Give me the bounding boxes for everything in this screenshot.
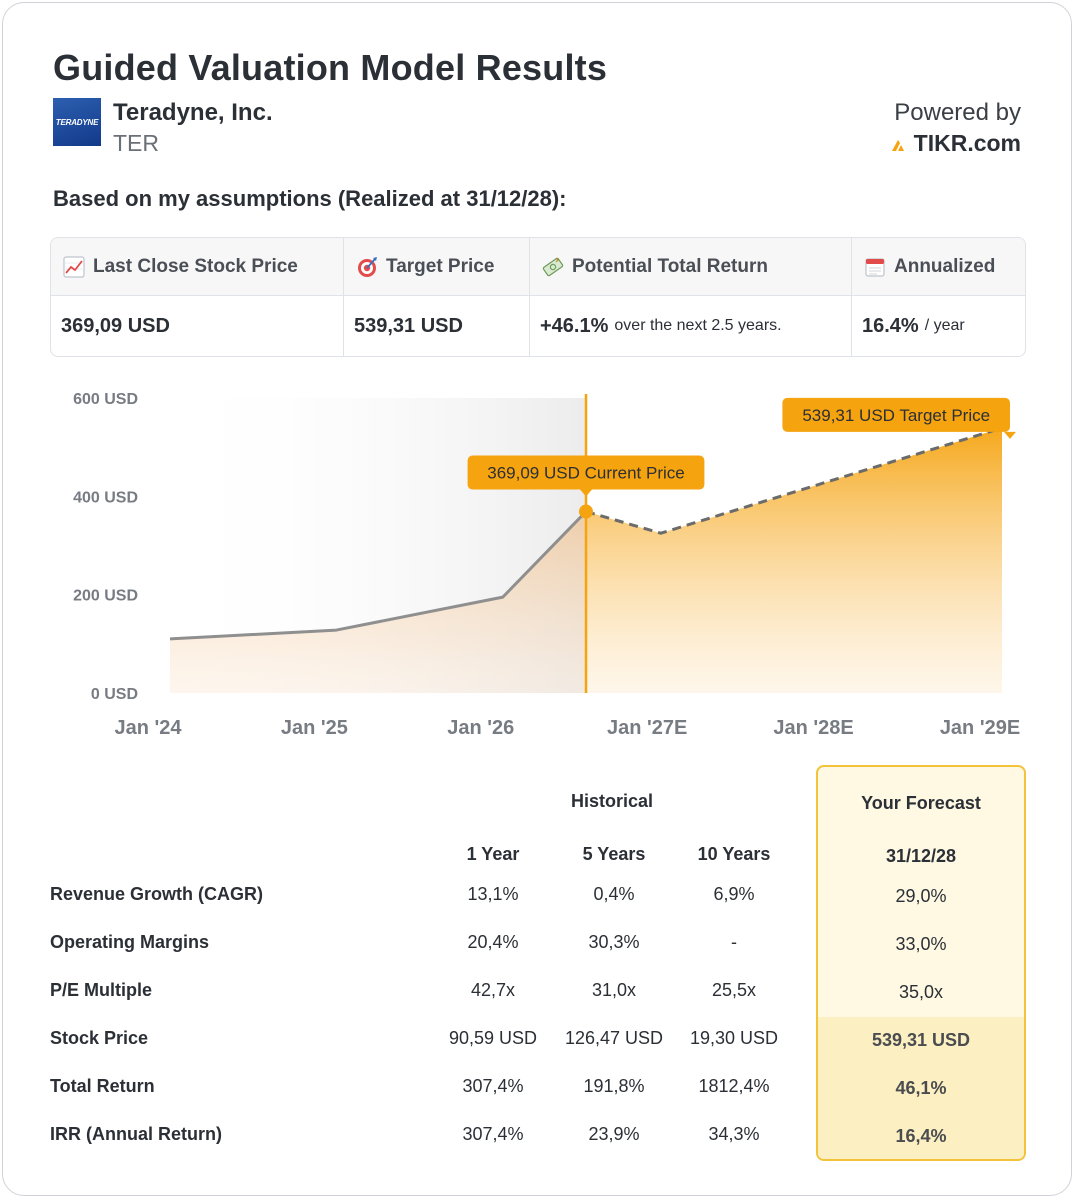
historical-header: Historical	[570, 791, 654, 811]
target-price-callout: 539,31 USD Target Price	[782, 397, 1016, 439]
target-price-callout-box	[782, 397, 1010, 432]
x-tick-label: Jan '29E	[940, 717, 1020, 739]
valuation-chart: 0 USD 200 USD 400 USD 600 USD Jan '24 Jan '2…	[73, 391, 1020, 739]
row-label: Total Return	[50, 1076, 155, 1096]
forecast-line	[585, 426, 1003, 535]
company-logo: TERADYNE	[53, 98, 101, 146]
y-tick-label: 200 USD	[73, 588, 138, 605]
page-title: Guided Valuation Model Results	[53, 47, 608, 88]
company-ticker: TER	[113, 130, 159, 156]
summary-col-annualized: Annualized 16.4% / year	[852, 238, 1025, 356]
last-close-label: Last Close Stock Price	[93, 255, 298, 277]
money-icon	[542, 257, 564, 276]
forecast-header: Your Forecast	[861, 793, 981, 813]
chart-increasing-icon	[63, 255, 85, 278]
table-cell: 307,4%	[462, 1124, 524, 1144]
y-tick-label: 400 USD	[73, 489, 138, 506]
table-cell: 30,3%	[588, 932, 640, 952]
table-cell: 191,8%	[583, 1076, 645, 1096]
summary-header-target: Target Price	[344, 238, 529, 296]
table-cell: -	[731, 932, 737, 952]
table-cell: 23,9%	[588, 1124, 640, 1144]
tikr-logo-icon	[891, 139, 904, 151]
row-label: Operating Margins	[50, 932, 210, 952]
table-cell: 6,9%	[713, 884, 755, 904]
forecast-cell: 29,0%	[895, 886, 947, 906]
forecast-cell: 33,0%	[895, 934, 947, 954]
forecast-cell: 46,1%	[895, 1078, 947, 1098]
row-label: Revenue Growth (CAGR)	[50, 884, 264, 904]
table-cell: 31,0x	[591, 980, 637, 1000]
forecast-date: 31/12/28	[885, 846, 957, 866]
row-label: Stock Price	[50, 1028, 149, 1048]
forecast-column-box	[816, 765, 1026, 1161]
target-label: Target Price	[386, 255, 495, 277]
table-cell: 0,4%	[593, 884, 635, 904]
summary-col-return: Potential Total Return +46.1% over the n…	[530, 238, 852, 356]
current-price-callout: 369,09 USD Current Price	[467, 455, 705, 497]
target-icon	[358, 256, 377, 277]
target-price-callout-pointer	[1004, 431, 1016, 439]
ptr-label: Potential Total Return	[572, 255, 768, 277]
current-price-callout-pointer	[580, 489, 592, 497]
table-cell: 307,4%	[462, 1076, 524, 1096]
table-cell: 34,3%	[708, 1124, 760, 1144]
x-tick-label: Jan '24	[114, 717, 182, 739]
current-price-point	[579, 504, 593, 519]
x-tick-label: Jan '27E	[607, 717, 687, 739]
table-cell: 20,4%	[467, 932, 519, 952]
row-label: P/E Multiple	[50, 980, 153, 1000]
y-tick-label: 0 USD	[91, 686, 138, 703]
company-name: Teradyne, Inc.	[113, 99, 273, 126]
table-cell: 126,47 USD	[564, 1028, 664, 1048]
forecast-cell: 35,0x	[898, 982, 944, 1002]
x-tick-label: Jan '26	[447, 717, 514, 739]
annualized-value-row: 16.4% / year	[852, 296, 1025, 356]
table-cell: 1812,4%	[698, 1076, 770, 1096]
annualized-label: Annualized	[894, 255, 996, 277]
forecast-area	[586, 427, 1002, 693]
tikr-brand-text: TIKR.com	[913, 130, 1021, 156]
summary-col-target: Target Price 539,31 USD	[344, 238, 530, 356]
company-logo-text: TERADYNE	[55, 117, 99, 127]
assumptions-subtitle: Based on my assumptions (Realized at 31/…	[53, 186, 567, 211]
summary-table: Last Close Stock Price 369,09 USD Target…	[50, 237, 1026, 357]
calendar-icon	[865, 257, 885, 277]
table-cell: 13,1%	[467, 884, 519, 904]
last-close-value: 369,09 USD	[61, 314, 170, 337]
row-label: IRR (Annual Return)	[50, 1124, 222, 1144]
summary-header-return: Potential Total Return	[530, 238, 851, 296]
summary-header-last-close: Last Close Stock Price	[51, 238, 343, 296]
ptr-value-row: +46.1% over the next 2.5 years.	[530, 296, 851, 356]
annualized-value: 16.4%	[862, 314, 919, 337]
ptr-value: +46.1%	[540, 314, 609, 337]
forecast-highlight	[818, 1017, 1024, 1159]
x-tick-label: Jan '25	[281, 717, 348, 739]
forecast-cell: 16,4%	[895, 1126, 947, 1146]
col-header-5y: 5 Years	[582, 844, 646, 864]
table-cell: 90,59 USD	[448, 1028, 538, 1048]
powered-by-label: Powered by	[894, 99, 1021, 126]
summary-header-annualized: Annualized	[852, 238, 1025, 296]
forecast-cell: 539,31 USD	[871, 1030, 971, 1050]
table-cell: 19,30 USD	[689, 1028, 779, 1048]
x-tick-label: Jan '28E	[773, 717, 853, 739]
ptr-suffix: over the next 2.5 years.	[614, 317, 782, 334]
summary-col-last-close: Last Close Stock Price 369,09 USD	[51, 238, 344, 356]
current-price-callout-text: 369,09 USD Current Price	[487, 464, 684, 483]
historical-area	[170, 511, 586, 693]
tikr-brand-link[interactable]: TIKR.com	[890, 130, 1021, 157]
table-cell: 42,7x	[470, 980, 516, 1000]
target-price-callout-text: 539,31 USD Target Price	[802, 406, 990, 425]
comparison-table: Historical Your Forecast 1 Year 5 Years …	[0, 760, 1076, 1180]
current-price-callout-box	[467, 455, 705, 490]
col-header-10y: 10 Years	[697, 844, 771, 864]
y-tick-label: 600 USD	[73, 391, 138, 408]
historical-line	[169, 510, 588, 641]
target-value: 539,31 USD	[354, 314, 463, 337]
col-header-1y: 1 Year	[466, 844, 520, 864]
table-cell: 25,5x	[711, 980, 757, 1000]
annualized-suffix: / year	[924, 317, 965, 334]
